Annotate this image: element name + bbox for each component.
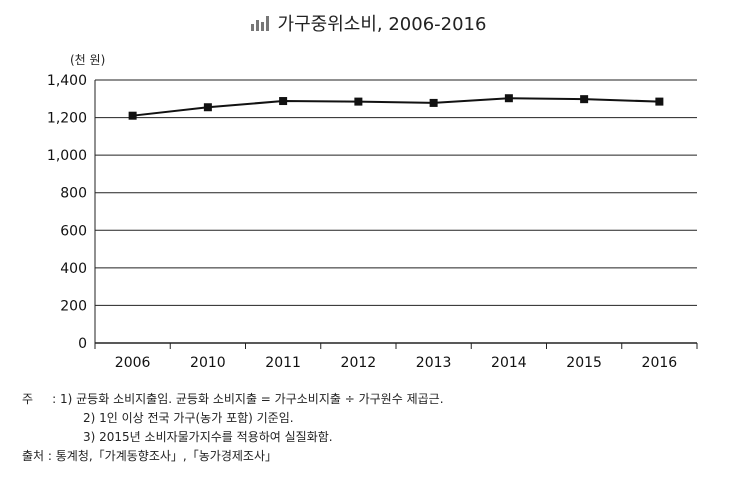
y-tick-label: 1,400 xyxy=(47,73,87,89)
note-colon: : xyxy=(52,392,57,406)
series-layer xyxy=(128,94,664,120)
series-line xyxy=(132,97,660,117)
x-tick-label: 2010 xyxy=(190,355,226,371)
y-tick-label: 400 xyxy=(60,261,87,277)
data-point-marker xyxy=(504,94,513,103)
source-note: 출처 : 통계청,「가계동향조사」,「농가경제조사」 xyxy=(22,447,444,466)
bar-chart-icon xyxy=(250,16,269,31)
data-point-marker xyxy=(279,97,288,106)
x-tick-label: 2006 xyxy=(115,355,151,371)
data-point-marker xyxy=(203,103,212,112)
footnotes: 주 : 1) 균등화 소비지출임. 균등화 소비지출 = 가구소비지출 ÷ 가구… xyxy=(22,390,444,466)
y-tick-labels: 0 200 400 600 800 1,000 1,200 1,400 xyxy=(47,73,87,352)
data-point-marker xyxy=(580,95,589,104)
note-row-1: 주 : 1) 균등화 소비지출임. 균등화 소비지출 = 가구소비지출 ÷ 가구… xyxy=(22,390,444,409)
data-point-marker xyxy=(655,97,664,106)
chart-title: 가구중위소비, 2006-2016 xyxy=(250,10,487,36)
y-tick-label: 600 xyxy=(60,223,87,239)
source-text: 출처 : 통계청,「가계동향조사」,「농가경제조사」 xyxy=(22,449,277,463)
y-tick-label: 1,000 xyxy=(47,148,87,164)
grid-lines xyxy=(95,79,697,306)
x-tick-label: 2011 xyxy=(265,355,301,371)
axes xyxy=(94,80,698,349)
data-point-marker xyxy=(354,97,363,106)
y-tick-label: 1,200 xyxy=(47,111,87,127)
x-tick-label: 2013 xyxy=(416,355,452,371)
note-label: 주 xyxy=(22,392,34,406)
x-tick-label: 2015 xyxy=(566,355,602,371)
chart-title-text: 가구중위소비, 2006-2016 xyxy=(277,14,487,35)
y-axis-unit-label: (천 원) xyxy=(70,52,105,67)
data-point-marker xyxy=(128,111,137,120)
y-tick-label: 800 xyxy=(60,186,87,202)
note-item-3: 3) 2015년 소비자물가지수를 적용하여 실질화함. xyxy=(83,430,333,444)
chart-title-wrap: 가구중위소비, 2006-2016 xyxy=(0,10,736,36)
x-tick-label: 2014 xyxy=(491,355,527,371)
note-item-1: 1) 균등화 소비지출임. 균등화 소비지출 = 가구소비지출 ÷ 가구원수 제… xyxy=(60,392,444,406)
note-row-3: 3) 2015년 소비자물가지수를 적용하여 실질화함. xyxy=(22,428,444,447)
data-point-marker xyxy=(429,98,438,107)
y-tick-label: 200 xyxy=(60,298,87,314)
y-tick-label: 0 xyxy=(78,336,87,352)
x-tick-label: 2016 xyxy=(642,355,678,371)
x-tick-labels: 2006 2010 2011 2012 2013 2014 2015 2016 xyxy=(115,355,677,371)
note-item-2: 2) 1인 이상 전국 가구(농가 포함) 기준임. xyxy=(83,411,294,425)
x-tick-label: 2012 xyxy=(341,355,377,371)
note-row-2: 2) 1인 이상 전국 가구(농가 포함) 기준임. xyxy=(22,409,444,428)
